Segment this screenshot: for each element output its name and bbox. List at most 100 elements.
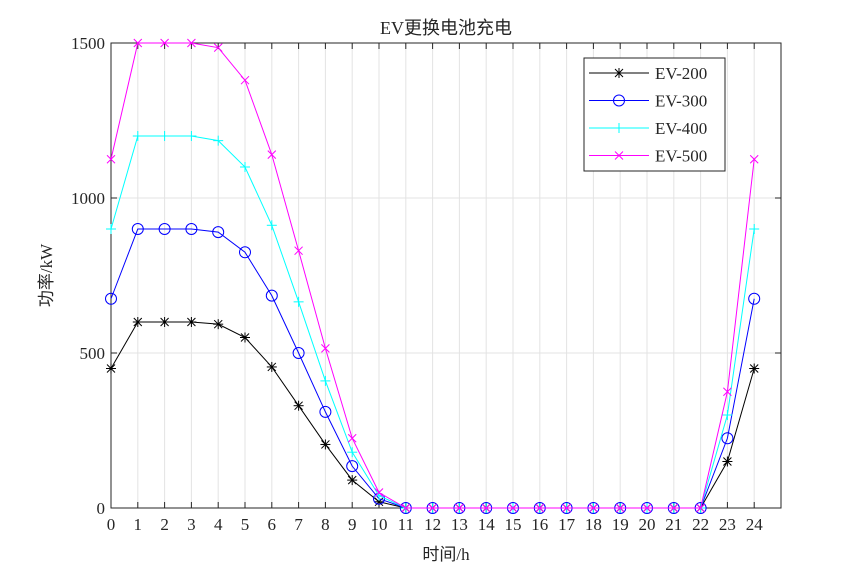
data-point: [213, 135, 224, 146]
data-point: [721, 432, 734, 445]
x-tick-label: 1: [134, 515, 143, 534]
legend-item-ev-200: EV-200: [589, 64, 707, 83]
y-tick-label: 0: [97, 499, 106, 518]
data-point: [562, 503, 571, 513]
data-point: [158, 223, 171, 235]
data-point: [293, 296, 304, 307]
x-tick-label: 13: [451, 515, 468, 534]
data-point: [615, 503, 625, 513]
y-tick-label: 1000: [71, 189, 105, 208]
data-point: [320, 439, 331, 450]
data-point: [749, 363, 760, 374]
x-tick-label: 3: [187, 515, 196, 534]
y-axis-title: 功率/kW: [37, 243, 56, 307]
data-point: [266, 220, 277, 231]
x-tick-label: 15: [505, 515, 522, 534]
x-tick-label: 11: [398, 515, 414, 534]
data-point: [239, 246, 251, 259]
x-tick-label: 2: [160, 515, 169, 534]
data-point: [428, 503, 437, 513]
y-tick-label: 1500: [71, 34, 105, 53]
data-point: [132, 317, 143, 327]
data-point: [508, 503, 518, 513]
x-tick-label: 19: [612, 515, 629, 534]
data-point: [265, 289, 278, 302]
x-tick-label: 10: [371, 515, 388, 534]
data-point: [213, 319, 224, 330]
data-point: [212, 226, 225, 239]
legend-label: EV-400: [655, 119, 707, 138]
x-tick-label: 21: [665, 515, 682, 534]
x-tick-label: 16: [531, 515, 548, 534]
data-point: [132, 131, 143, 141]
data-point: [159, 131, 170, 141]
x-axis-title: 时间/h: [422, 545, 470, 564]
ticks: 0 1 2 3 4 5 6 7 8 9 10 11 12 13 14 15 16 17 18 19 20 21 22 23 24…: [71, 34, 781, 534]
data-point: [187, 38, 196, 48]
data-point: [186, 131, 197, 141]
data-point: [240, 162, 250, 172]
legend-label: EV-500: [655, 147, 707, 166]
data-point: [749, 224, 760, 234]
x-tick-label: 4: [214, 515, 223, 534]
data-point: [347, 475, 358, 486]
data-point: [293, 400, 304, 411]
data-point: [374, 488, 384, 497]
data-point: [401, 503, 411, 513]
series: [105, 38, 761, 514]
data-point: [131, 223, 144, 235]
x-tick-label: 14: [478, 515, 496, 534]
x-tick-label: 8: [321, 515, 330, 534]
data-point: [347, 433, 357, 443]
x-tick-label: 7: [294, 515, 303, 534]
data-point: [722, 410, 733, 420]
legend-marker: [614, 151, 624, 160]
x-tick-label: 17: [558, 515, 576, 534]
data-point: [133, 38, 143, 48]
data-point: [160, 38, 169, 48]
data-point: [748, 292, 761, 305]
x-tick-label: 20: [639, 515, 656, 534]
x-tick-label: 23: [719, 515, 736, 534]
data-point: [213, 43, 223, 53]
y-tick-label: 500: [80, 344, 106, 363]
data-point: [346, 460, 359, 473]
data-point: [481, 503, 491, 513]
data-point: [321, 343, 330, 353]
x-tick-label: 9: [348, 515, 357, 534]
data-point: [347, 447, 358, 458]
data-point: [106, 224, 116, 234]
x-tick-label: 22: [692, 515, 709, 534]
data-point: [455, 503, 464, 513]
data-point: [106, 363, 116, 374]
data-point: [722, 456, 733, 467]
legend-label: EV-300: [655, 92, 707, 111]
data-point: [294, 246, 303, 256]
data-point: [749, 154, 759, 164]
data-point: [267, 150, 277, 159]
data-point: [159, 317, 170, 327]
legend-marker: [614, 123, 624, 133]
data-point: [669, 503, 679, 513]
legend-box: [583, 57, 726, 172]
legend-item-ev-500: EV-500: [589, 147, 707, 166]
data-point: [292, 347, 305, 359]
chart-title: EV更换电池充电: [380, 18, 512, 38]
data-point: [535, 503, 545, 513]
data-point: [723, 387, 732, 397]
legend-item-ev-300: EV-300: [589, 92, 707, 111]
data-point: [696, 503, 705, 513]
data-point: [320, 375, 331, 386]
x-tick-label: 12: [424, 515, 441, 534]
legend: EV-200 EV-300 EV-400 EV-500: [583, 57, 726, 172]
x-tick-label: 18: [585, 515, 602, 534]
data-point: [185, 223, 198, 235]
data-point: [105, 292, 117, 305]
legend-label: EV-200: [655, 64, 707, 83]
data-point: [240, 75, 250, 85]
data-point: [589, 503, 598, 513]
x-tick-label: 5: [241, 515, 250, 534]
data-point: [106, 154, 116, 164]
series-ev-500: [106, 38, 759, 513]
